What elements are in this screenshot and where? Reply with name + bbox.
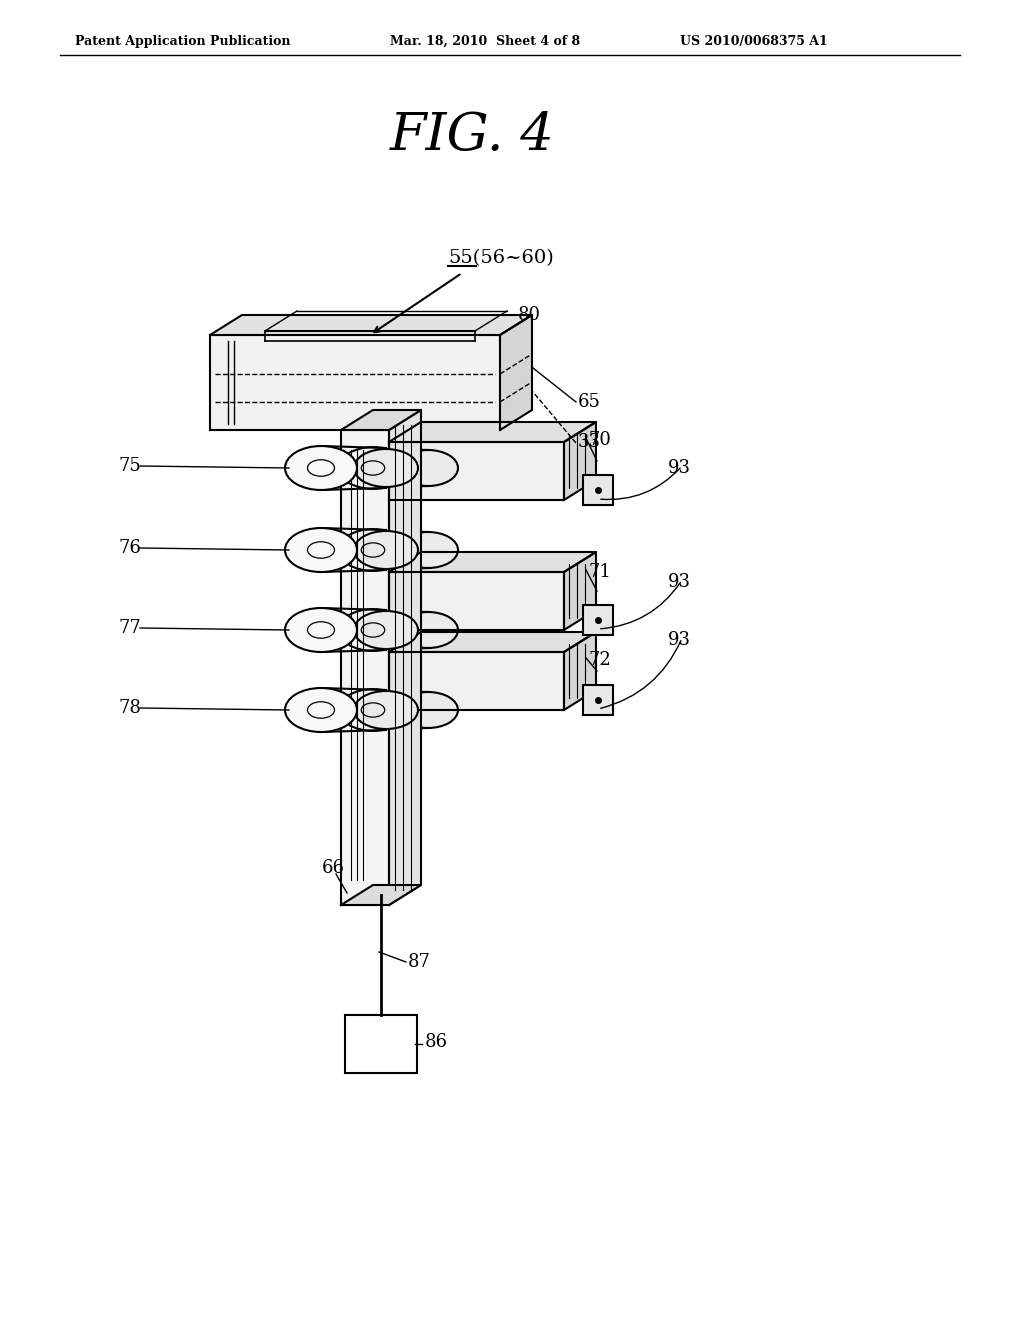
Ellipse shape: [285, 528, 357, 572]
Polygon shape: [341, 884, 421, 906]
Text: 75: 75: [118, 457, 140, 475]
Polygon shape: [583, 685, 613, 715]
Text: 66: 66: [322, 859, 345, 876]
Ellipse shape: [398, 692, 458, 729]
Polygon shape: [389, 442, 564, 500]
Text: US 2010/0068375 A1: US 2010/0068375 A1: [680, 36, 827, 48]
Ellipse shape: [398, 612, 458, 648]
Text: 55(56~60): 55(56~60): [449, 249, 554, 267]
Text: 93: 93: [668, 631, 691, 649]
Polygon shape: [389, 652, 564, 710]
Polygon shape: [583, 605, 613, 635]
Ellipse shape: [339, 689, 408, 731]
Text: 80: 80: [518, 306, 541, 323]
Text: 76: 76: [118, 539, 141, 557]
Ellipse shape: [285, 609, 357, 652]
Text: 93: 93: [668, 573, 691, 591]
Polygon shape: [500, 315, 532, 430]
Polygon shape: [564, 552, 596, 630]
Polygon shape: [210, 335, 500, 430]
Polygon shape: [583, 475, 613, 506]
Text: 72: 72: [588, 651, 610, 669]
Polygon shape: [341, 430, 389, 906]
Bar: [345, 1015, 417, 1073]
Text: 70: 70: [588, 432, 611, 449]
Polygon shape: [389, 572, 564, 630]
Text: 78: 78: [118, 700, 141, 717]
Text: 77: 77: [118, 619, 140, 638]
Polygon shape: [564, 632, 596, 710]
Polygon shape: [389, 632, 596, 652]
Ellipse shape: [398, 450, 458, 486]
Text: 93: 93: [668, 459, 691, 477]
Polygon shape: [341, 411, 421, 430]
Ellipse shape: [354, 611, 418, 649]
Ellipse shape: [339, 447, 408, 488]
Text: 65: 65: [578, 393, 601, 411]
Text: FIG. 4: FIG. 4: [390, 110, 555, 161]
Ellipse shape: [339, 609, 408, 651]
Text: Mar. 18, 2010  Sheet 4 of 8: Mar. 18, 2010 Sheet 4 of 8: [390, 36, 581, 48]
Text: 87: 87: [408, 953, 431, 972]
Polygon shape: [389, 411, 421, 906]
Polygon shape: [210, 315, 532, 335]
Ellipse shape: [354, 449, 418, 487]
Text: 86: 86: [425, 1034, 449, 1051]
Ellipse shape: [339, 529, 408, 570]
Polygon shape: [564, 422, 596, 500]
Ellipse shape: [285, 688, 357, 733]
Polygon shape: [389, 422, 596, 442]
Polygon shape: [389, 552, 596, 572]
Text: 33: 33: [578, 433, 601, 451]
Ellipse shape: [285, 446, 357, 490]
Ellipse shape: [354, 531, 418, 569]
Ellipse shape: [354, 690, 418, 729]
Text: 71: 71: [588, 564, 611, 581]
Ellipse shape: [398, 532, 458, 568]
Text: Patent Application Publication: Patent Application Publication: [75, 36, 291, 48]
